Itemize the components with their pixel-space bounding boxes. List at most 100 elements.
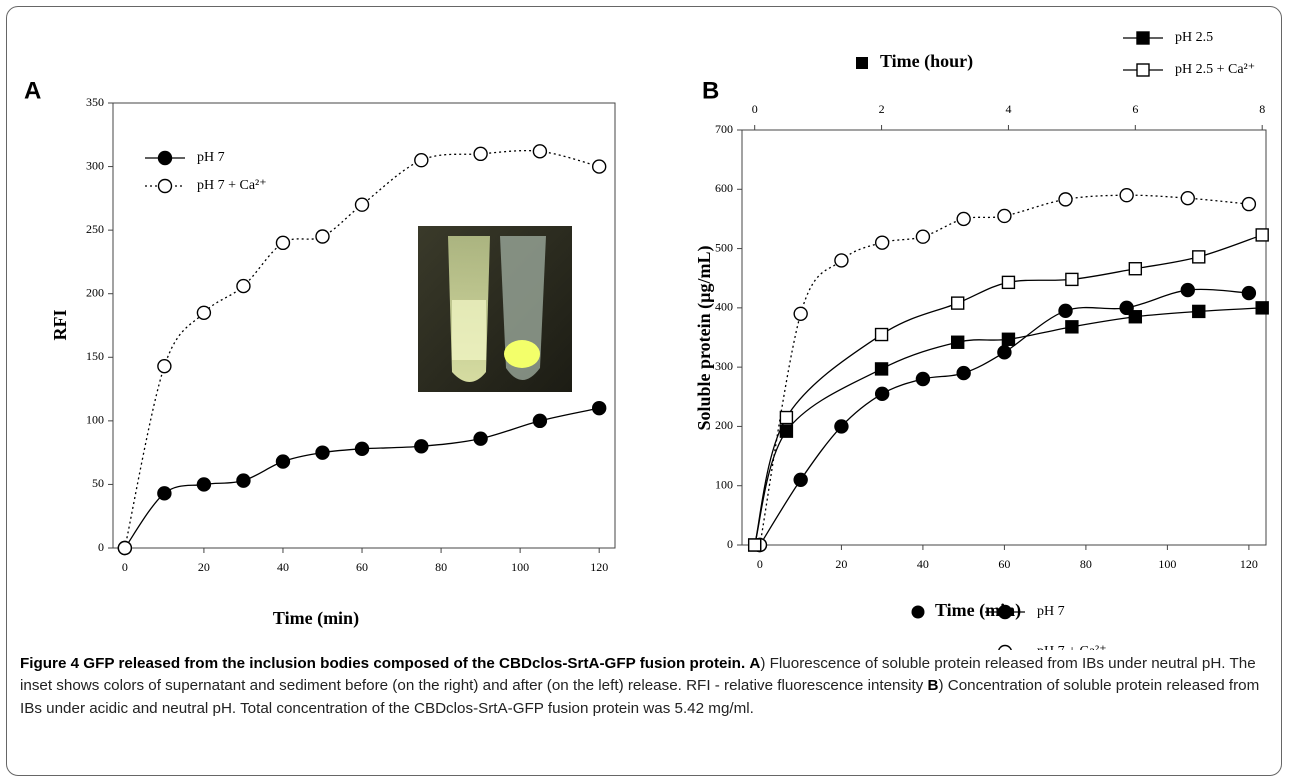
plot-frame xyxy=(112,102,616,549)
marker xyxy=(1241,196,1257,212)
marker xyxy=(1180,190,1195,206)
marker xyxy=(196,305,212,320)
marker xyxy=(591,159,607,174)
marker xyxy=(196,477,212,492)
x2-tick-label: 6 xyxy=(1132,102,1138,116)
legend-marker xyxy=(1136,31,1150,45)
y-tick-label: 500 xyxy=(715,240,733,254)
axis-key xyxy=(911,605,925,619)
x-tick-label: 120 xyxy=(590,560,608,574)
marker xyxy=(275,235,291,251)
caption: Figure 4 GFP released from the inclusion… xyxy=(20,653,1265,720)
marker xyxy=(1180,282,1195,298)
marker xyxy=(997,208,1012,224)
marker xyxy=(956,365,971,381)
marker xyxy=(874,327,889,342)
marker xyxy=(1058,303,1073,319)
marker xyxy=(236,473,251,488)
marker xyxy=(1192,250,1206,264)
marker xyxy=(315,445,330,460)
panel-label: A xyxy=(24,77,41,104)
inset-photo xyxy=(418,226,572,392)
marker xyxy=(473,431,488,446)
marker xyxy=(834,419,849,434)
y-tick-label: 700 xyxy=(715,122,733,136)
marker xyxy=(532,144,548,159)
x-tick-label: 40 xyxy=(917,557,929,571)
legend-marker xyxy=(997,604,1013,620)
marker xyxy=(874,386,890,402)
y-tick-label: 350 xyxy=(86,95,104,109)
marker xyxy=(747,538,762,552)
marker xyxy=(950,296,965,310)
marker xyxy=(117,540,133,556)
marker xyxy=(354,441,370,457)
marker xyxy=(1001,332,1016,346)
marker xyxy=(414,153,429,168)
y-axis-label: Soluble protein (µg/mL) xyxy=(694,245,715,430)
marker xyxy=(779,424,794,438)
legend-label: pH 2.5 xyxy=(1175,30,1213,45)
marker xyxy=(793,306,808,321)
caption-label: A xyxy=(749,655,761,672)
marker xyxy=(354,197,370,212)
y-tick-label: 50 xyxy=(92,476,104,490)
marker xyxy=(874,362,889,376)
x-tick-label: 0 xyxy=(122,560,128,574)
y-tick-label: 150 xyxy=(86,349,104,363)
marker xyxy=(591,400,607,416)
x-tick-label: 80 xyxy=(1080,557,1092,571)
y-tick-label: 100 xyxy=(86,413,104,427)
y-tick-label: 200 xyxy=(715,418,733,432)
x2-tick-label: 2 xyxy=(879,102,885,116)
x2-tick-label: 8 xyxy=(1259,102,1265,116)
marker xyxy=(275,454,291,469)
x-tick-label: 20 xyxy=(198,560,210,574)
marker xyxy=(1128,310,1143,324)
x-tick-label: 60 xyxy=(356,560,368,574)
x-tick-label: 80 xyxy=(435,560,447,574)
y-tick-label: 250 xyxy=(86,222,104,236)
marker xyxy=(834,253,849,268)
x-tick-label: 40 xyxy=(277,560,289,574)
figure-frame xyxy=(6,6,1282,776)
series-line xyxy=(759,288,1249,546)
marker xyxy=(157,486,172,501)
marker xyxy=(956,211,971,227)
legend-marker xyxy=(998,644,1012,650)
x-tick-label: 120 xyxy=(1240,557,1258,571)
x-tick-label: 100 xyxy=(1158,557,1176,571)
marker xyxy=(157,358,172,374)
legend-marker xyxy=(157,178,173,194)
series-line xyxy=(124,149,600,549)
caption-title: Figure 4 GFP released from the inclusion… xyxy=(20,655,746,672)
marker xyxy=(1128,262,1143,276)
legend-label: pH 7 + Ca²⁺ xyxy=(1037,644,1107,650)
marker xyxy=(793,472,808,487)
marker xyxy=(1001,275,1016,290)
series-line xyxy=(759,194,1249,546)
marker xyxy=(915,371,931,387)
marker xyxy=(1065,320,1079,334)
x-tick-label: 60 xyxy=(998,557,1010,571)
marker xyxy=(473,146,488,162)
marker xyxy=(1058,192,1073,207)
y-tick-label: 0 xyxy=(727,537,733,551)
marker xyxy=(1192,304,1206,319)
x2-tick-label: 0 xyxy=(752,102,758,116)
series-line xyxy=(124,407,600,549)
marker xyxy=(779,410,794,425)
y-tick-label: 600 xyxy=(715,181,733,195)
x2-axis-label: Time (hour) xyxy=(880,51,973,72)
x2-tick-label: 4 xyxy=(1005,102,1011,116)
caption-text: ) Fluorescence of soluble protein releas… xyxy=(20,655,1256,695)
x-axis-label: Time (min) xyxy=(273,608,359,629)
y-axis-label: RFI xyxy=(50,310,70,341)
x-tick-label: 100 xyxy=(511,560,529,574)
caption-label: B xyxy=(927,677,939,695)
marker xyxy=(1119,188,1134,203)
marker xyxy=(950,335,965,349)
marker xyxy=(997,345,1012,360)
legend-marker xyxy=(157,150,173,166)
